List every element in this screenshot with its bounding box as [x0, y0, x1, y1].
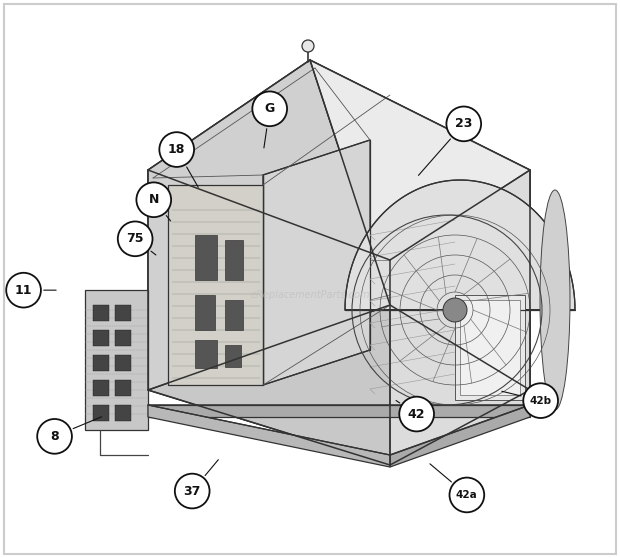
Polygon shape [455, 295, 525, 400]
Text: 11: 11 [15, 283, 32, 297]
Circle shape [399, 397, 434, 431]
Bar [225, 345, 241, 367]
Polygon shape [310, 60, 530, 390]
Text: N: N [149, 193, 159, 206]
Circle shape [159, 132, 194, 167]
Polygon shape [390, 170, 530, 465]
Circle shape [37, 419, 72, 454]
Bar [93, 355, 109, 371]
Polygon shape [168, 185, 263, 385]
Polygon shape [148, 170, 390, 465]
Text: 42a: 42a [456, 490, 478, 500]
Circle shape [175, 474, 210, 508]
Circle shape [450, 478, 484, 512]
Polygon shape [263, 140, 370, 385]
Circle shape [446, 107, 481, 141]
Bar [93, 305, 109, 321]
Text: eReplacementParts.com: eReplacementParts.com [250, 290, 370, 300]
Bar [195, 340, 217, 368]
Circle shape [523, 383, 558, 418]
Bar [115, 380, 131, 396]
Polygon shape [148, 405, 390, 467]
Circle shape [136, 182, 171, 217]
Polygon shape [148, 60, 390, 390]
Bar [225, 240, 243, 280]
Text: 42b: 42b [529, 396, 552, 406]
Bar [93, 330, 109, 346]
Bar [225, 300, 243, 330]
Text: 42: 42 [408, 407, 425, 421]
Bar [93, 380, 109, 396]
Circle shape [6, 273, 41, 307]
Bar [115, 305, 131, 321]
Polygon shape [85, 290, 148, 430]
Circle shape [302, 40, 314, 52]
Bar [115, 355, 131, 371]
Polygon shape [390, 405, 530, 467]
Text: 37: 37 [184, 484, 201, 498]
Text: 18: 18 [168, 143, 185, 156]
Polygon shape [148, 305, 530, 465]
Polygon shape [345, 180, 575, 310]
Circle shape [443, 298, 467, 322]
Polygon shape [390, 170, 530, 465]
Ellipse shape [540, 190, 570, 410]
Text: 8: 8 [50, 430, 59, 443]
Bar [115, 405, 131, 421]
Polygon shape [460, 300, 520, 395]
Bar [115, 330, 131, 346]
Text: G: G [265, 102, 275, 116]
Text: 75: 75 [126, 232, 144, 246]
Circle shape [118, 222, 153, 256]
Text: 23: 23 [455, 117, 472, 131]
Bar [195, 295, 215, 330]
Polygon shape [148, 405, 530, 417]
Polygon shape [148, 60, 530, 260]
Bar [195, 235, 217, 280]
Circle shape [252, 92, 287, 126]
Bar [93, 405, 109, 421]
